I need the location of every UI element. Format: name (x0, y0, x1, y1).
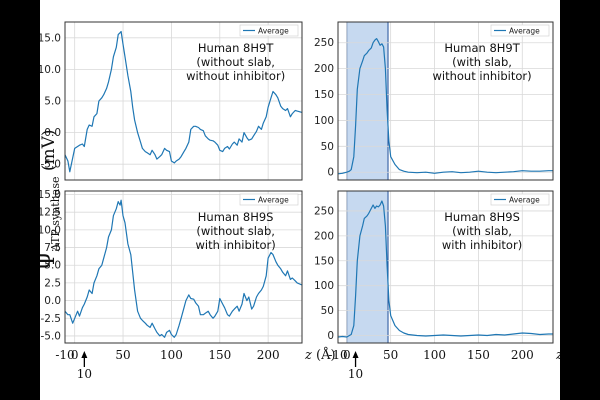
x-tick-label: -10 (328, 348, 347, 362)
series-line (64, 30, 303, 173)
y-label-symbol: Ψ (40, 251, 60, 270)
y-tick-label: 150 (314, 255, 334, 267)
y-tick-label: 0 (327, 167, 334, 179)
legend: Average (490, 24, 550, 37)
annotation-line: (without slab, (196, 55, 275, 69)
y-axis-label: ΨATP synthase (mV) (40, 129, 62, 270)
y-tick-label: 250 (314, 205, 334, 217)
x-tick-label: 200 (511, 348, 534, 362)
y-tick-label: 15.0 (40, 32, 61, 44)
plot-frame (64, 190, 303, 344)
y-tick-label: 7.5 (44, 242, 61, 254)
y-tick-label: 200 (314, 230, 334, 242)
panel-3: 15.0 12.5 10.0 7.5 5.0 2.5 0.0 -2.5 -5.0 Average H… (40, 189, 336, 381)
annotation-line: Human 8H9S (444, 210, 520, 224)
y-tick-label: 50 (321, 141, 334, 153)
marker-arrow-head (81, 351, 88, 358)
y-tick-label: 150 (314, 89, 334, 101)
legend: Average (239, 24, 299, 37)
annotation-line: (without slab, (196, 224, 275, 238)
highlight-band (346, 21, 389, 181)
y-tick-label: 15.0 (40, 189, 61, 201)
y-tick-label: 10.0 (40, 64, 61, 76)
y-tick-label: 100 (314, 280, 334, 292)
y-tick-label: 10.0 (40, 224, 61, 236)
legend-label: Average (509, 196, 540, 205)
y-tick-label: 200 (314, 63, 334, 75)
y-tick-label: 0.0 (44, 127, 61, 139)
series-line (64, 199, 303, 338)
x-tick-label: 50 (115, 348, 130, 362)
annotation-line: (with slab, (452, 224, 512, 238)
y-tick-label: 0 (327, 330, 334, 342)
x-axis-unit: (Å) (316, 347, 336, 363)
annotation-line: Human 8H9S (198, 210, 274, 224)
x-tick-label: 200 (257, 348, 280, 362)
annotation-line: without inhibitor) (432, 69, 531, 83)
legend-label: Average (258, 196, 289, 205)
y-label-subscript: ATP synthase (49, 177, 62, 253)
legend-label: Average (509, 27, 540, 36)
marker-arrow-head (352, 351, 359, 358)
legend: Average (490, 193, 550, 206)
x-tick-label: 150 (208, 348, 231, 362)
y-tick-label: 2.5 (44, 277, 61, 289)
legend-label: Average (258, 27, 289, 36)
x-tick-label: 100 (423, 348, 446, 362)
y-tick-label: 0.0 (44, 295, 61, 307)
x-tick-label: 100 (160, 348, 183, 362)
y-tick-label: 5.0 (44, 96, 61, 108)
x-tick-label: 50 (383, 348, 398, 362)
annotation-line: (with slab, (452, 55, 512, 69)
panel-2: 250 200 150 100 50 0 Average Human 8H9T(with sl… (314, 21, 554, 181)
annotation-line: without inhibitor) (186, 69, 285, 83)
series-line (337, 38, 553, 175)
annotation-line: Human 8H9T (198, 41, 274, 55)
y-tick-label: -5.0 (41, 330, 62, 342)
y-tick-label: 250 (314, 37, 334, 49)
x-tick-label: 0 (71, 348, 79, 362)
plot-frame (337, 21, 554, 181)
plot-frame (64, 21, 303, 181)
plot-frame (337, 190, 554, 344)
legend-box (490, 193, 550, 206)
y-label-unit: (mV) (40, 129, 59, 176)
annotation-line: Human 8H9T (444, 41, 520, 55)
annotation-line: with inhibitor) (195, 238, 275, 252)
panel-1: 15.0 10.0 5.0 0.0 -5.0 Average Human 8H9T(with… (40, 21, 303, 181)
legend-box (490, 24, 550, 37)
x-tick-label: 150 (467, 348, 490, 362)
annotation-line: with inhibitor) (442, 238, 522, 252)
highlight-band (346, 190, 389, 344)
marker-label: 10 (348, 367, 363, 381)
y-tick-label: 12.5 (40, 207, 61, 219)
x-tick-label: 0 (343, 348, 351, 362)
y-tick-label: -2.5 (41, 313, 62, 325)
figure: 15.0 10.0 5.0 0.0 -5.0 Average Human 8H9T (with… (40, 0, 560, 400)
x-axis-label: z (555, 348, 560, 363)
legend-box (239, 24, 299, 37)
y-tick-label: 5.0 (44, 260, 61, 272)
y-tick-label: -5.0 (41, 159, 62, 171)
series-line (337, 200, 553, 338)
y-tick-label: 100 (314, 115, 334, 127)
legend: Average (239, 193, 299, 206)
x-axis-label: z (304, 348, 312, 363)
legend-box (239, 193, 299, 206)
x-tick-label: -10 (55, 348, 74, 362)
marker-label: 10 (77, 367, 92, 381)
y-tick-label: 50 (321, 305, 334, 317)
